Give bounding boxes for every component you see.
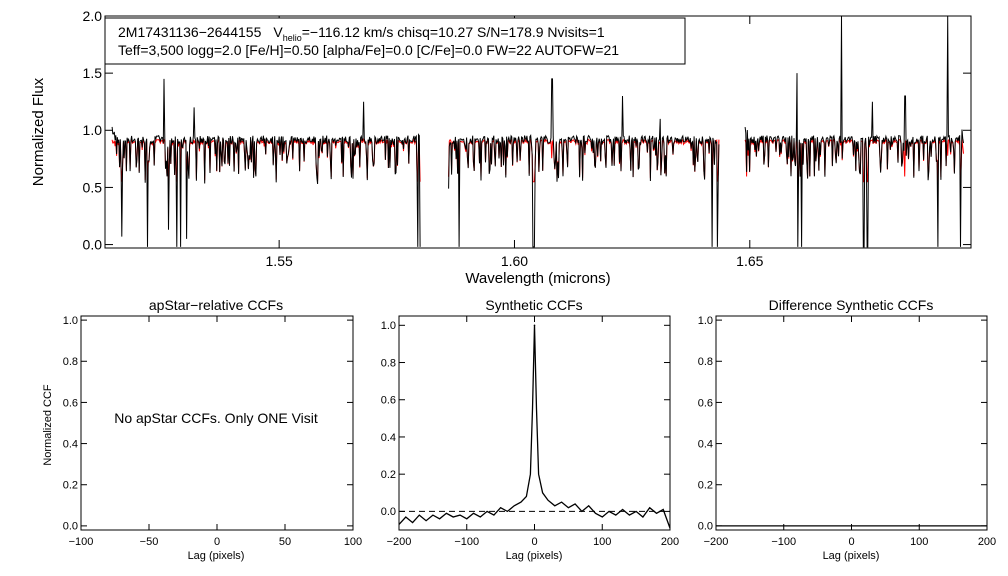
x-tick-label: 1.55 <box>266 253 293 269</box>
x-tick-label: −200 <box>704 536 729 548</box>
y-tick-label: 0.4 <box>698 438 713 450</box>
y-tick-label: 1.0 <box>63 315 78 327</box>
observed-spectrum-segment <box>111 78 421 247</box>
synthetic-ccf-title: Synthetic CCFs <box>485 297 582 313</box>
observed-spectrum-line <box>111 15 964 248</box>
synthetic-ccf-x-axis-label: Lag (pixels) <box>506 550 563 562</box>
y-tick-label: 0.2 <box>63 480 78 492</box>
x-tick-label: 0 <box>848 536 854 548</box>
x-tick-label: 50 <box>279 536 291 548</box>
x-tick-label: 200 <box>978 536 996 548</box>
spectrum-panel: 1.55 1.60 1.65 0.0 0.5 1.0 1.5 2.0 Wavelength (… <box>30 8 972 287</box>
apstar-ccf-x-axis-label: Lag (pixels) <box>188 550 245 562</box>
x-tick-label: 200 <box>661 536 679 548</box>
apstar-ccf-y-axis-label: Normalized CCF <box>42 384 54 466</box>
y-tick-label: 0.6 <box>63 397 78 409</box>
observed-spectrum-segment <box>448 78 720 248</box>
x-tick-label: 100 <box>910 536 928 548</box>
y-tick-label: 0.0 <box>381 506 396 518</box>
y-tick-label: 0.2 <box>698 480 713 492</box>
observed-spectrum-segment <box>744 15 964 248</box>
y-tick-label: 0.0 <box>83 236 103 252</box>
y-tick-label: 1.0 <box>698 315 713 327</box>
y-tick-label: 0.4 <box>63 438 78 450</box>
ccf-curve <box>398 325 671 529</box>
synthetic-ccf-line <box>398 324 671 529</box>
ccf-peak-point <box>533 324 536 327</box>
y-tick-label: 0.2 <box>381 469 396 481</box>
spectrum-x-axis-label: Wavelength (microns) <box>465 270 610 287</box>
info-box <box>104 17 686 65</box>
y-tick-label: 0.6 <box>381 395 396 407</box>
x-tick-label: 1.65 <box>736 253 763 269</box>
info-line-1: 2M17431136−2644155 Vhelio=−116.12 km/s ch… <box>118 24 605 43</box>
synthetic-ccf-panel: Synthetic CCFs −200 −100 0 100 200 0.0 0.2 0.4 0… <box>381 297 679 562</box>
difference-ccf-title: Difference Synthetic CCFs <box>769 297 934 313</box>
y-tick-label: 0.0 <box>698 521 713 533</box>
y-tick-label: 0.6 <box>698 397 713 409</box>
x-tick-label: 0 <box>214 536 220 548</box>
apstar-ccf-title: apStar−relative CCFs <box>149 297 283 313</box>
synthetic-ccf-axis-ticks: −200 −100 0 100 200 0.0 0.2 0.4 0.6 0.8 1.0 <box>381 316 679 548</box>
star-stats: =−116.12 km/s chisq=10.27 S/N=178.9 Nvis… <box>302 24 605 40</box>
x-tick-label: 1.60 <box>501 253 528 269</box>
spectrum-y-axis-label: Normalized Flux <box>30 77 47 186</box>
vhelio-subscript: helio <box>283 33 302 43</box>
x-tick-label: 100 <box>593 536 611 548</box>
x-tick-label: −100 <box>771 536 796 548</box>
x-tick-label: 100 <box>344 536 362 548</box>
y-tick-label: 0.8 <box>698 356 713 368</box>
y-tick-label: 0.8 <box>381 357 396 369</box>
spectrum-plot-frame <box>104 15 972 249</box>
y-tick-label: 1.0 <box>83 122 103 138</box>
difference-ccf-panel: Difference Synthetic CCFs −200 −100 0 100 20… <box>698 297 996 562</box>
star-id: 2M17431136−2644155 <box>118 24 262 40</box>
difference-ccf-axis-ticks: −200 −100 0 100 200 0.0 0.2 0.4 0.6 0.8 1.0 <box>698 315 996 548</box>
y-tick-label: 2.0 <box>83 8 103 24</box>
y-tick-label: 0.8 <box>63 356 78 368</box>
info-line-2: Teff=3,500 logg=2.0 [Fe/H]=0.50 [alpha/F… <box>118 42 619 58</box>
y-tick-label: 0.0 <box>63 521 78 533</box>
y-tick-label: 0.4 <box>381 432 396 444</box>
x-tick-label: −200 <box>387 536 412 548</box>
apstar-ccf-axis-ticks: −100 −50 0 50 100 0.0 0.2 0.4 0.6 0.8 1.0 <box>63 315 362 548</box>
y-tick-label: 0.5 <box>83 179 103 195</box>
difference-ccf-plot-frame <box>715 315 988 531</box>
vhelio-symbol: V <box>273 24 283 40</box>
x-tick-label: 0 <box>531 536 537 548</box>
apstar-ccf-panel: apStar−relative CCFs −100 −50 0 50 100 0.0 0.2… <box>42 297 362 562</box>
difference-ccf-x-axis-label: Lag (pixels) <box>823 550 880 562</box>
y-tick-label: 1.5 <box>83 65 103 81</box>
x-tick-label: −100 <box>69 536 94 548</box>
x-tick-label: −50 <box>140 536 159 548</box>
y-tick-label: 1.0 <box>381 320 396 332</box>
x-tick-label: −100 <box>454 536 479 548</box>
no-ccf-message: No apStar CCFs. Only ONE Visit <box>114 410 318 426</box>
